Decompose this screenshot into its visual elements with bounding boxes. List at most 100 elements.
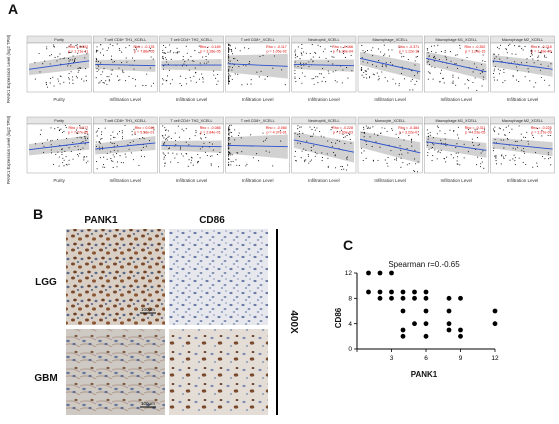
scatter-point	[438, 59, 440, 61]
scatter-point	[76, 44, 78, 46]
scatter-point	[174, 157, 176, 159]
scatter-point	[377, 134, 379, 136]
scatter-point	[414, 60, 416, 62]
scatter-point	[296, 56, 298, 58]
scatter-point	[234, 58, 236, 60]
scatter-point	[361, 131, 363, 133]
scatter-point	[139, 137, 141, 140]
scatter-point	[79, 67, 81, 69]
scatter-point	[456, 67, 459, 69]
scatter-point	[471, 138, 473, 140]
scatter-point	[79, 46, 81, 48]
scatter-point	[191, 159, 193, 161]
x-tick-label: 9	[459, 355, 463, 362]
scatter-point	[414, 64, 416, 66]
scatter-point	[195, 131, 197, 133]
scatter-point	[512, 147, 514, 149]
scatter-point	[430, 50, 433, 52]
scatter-point	[385, 66, 387, 68]
regression-line	[293, 63, 355, 67]
scatter-point	[228, 74, 230, 76]
scatter-point	[456, 54, 458, 56]
scatter-point	[435, 51, 437, 53]
scatter-point	[341, 129, 343, 131]
scatter-point	[162, 83, 164, 85]
scatter-point	[112, 45, 114, 47]
scatter-point	[395, 83, 397, 85]
scatter-point	[68, 58, 70, 60]
scatter-point	[205, 55, 207, 58]
scatter-point	[547, 50, 549, 52]
subplot-xlabel: Infiltration Level	[507, 97, 539, 102]
scatter-point	[125, 156, 127, 158]
scatter-point	[331, 126, 333, 128]
data-point	[400, 308, 406, 314]
scatter-point	[145, 145, 147, 147]
scatter-point	[331, 142, 333, 144]
scatter-point	[65, 163, 67, 166]
confidence-band	[227, 53, 288, 79]
scatter-point	[70, 51, 72, 53]
scatter-point	[75, 75, 77, 77]
scatter-point	[170, 137, 172, 139]
scatter-point	[262, 55, 264, 57]
scatter-point	[385, 64, 387, 66]
scatter-point	[384, 159, 386, 161]
data-point	[492, 308, 498, 314]
scatter-point	[84, 50, 86, 53]
scalebar-label-gbm: 100µm	[141, 401, 155, 406]
scatter-point	[49, 82, 51, 84]
x-tick-label: 12	[491, 355, 499, 362]
scatter-point	[493, 76, 495, 78]
scatter-point	[445, 57, 447, 59]
scatter-point	[118, 48, 120, 50]
scatter-point	[394, 159, 396, 161]
scatter-point	[532, 58, 534, 60]
scatter-point	[311, 135, 313, 138]
scatter-point	[427, 60, 429, 62]
scatter-point	[234, 47, 236, 49]
scatter-point	[540, 76, 542, 78]
regression-line	[95, 142, 156, 150]
confidence-band	[293, 132, 354, 163]
scatter-point	[64, 150, 66, 152]
scatter-point	[520, 62, 522, 64]
scatter-point	[203, 133, 206, 135]
scatter-point	[250, 83, 252, 85]
scatter-point	[85, 130, 87, 132]
scatter-point	[294, 49, 296, 51]
regression-line	[426, 141, 487, 151]
scatter-point	[80, 149, 82, 151]
scatter-point	[427, 135, 429, 137]
scatter-point	[361, 152, 363, 154]
scatter-point	[482, 60, 484, 62]
scatter-point	[332, 63, 334, 65]
figure-c-scatter: Spearman r=0.-0.65 PANK1 CD86 3 6 9 12 0 4 8 12	[334, 260, 499, 379]
scatter-point	[443, 158, 445, 160]
scatter-point	[294, 69, 296, 71]
scatter-point	[482, 54, 484, 56]
scatter-point	[499, 128, 501, 130]
scatter-point	[529, 55, 531, 57]
scatter-point	[449, 51, 452, 53]
scatter-point	[138, 164, 140, 166]
scatter-point	[498, 73, 501, 75]
scatter-point	[95, 146, 97, 148]
scatter-point	[363, 128, 365, 130]
scatter-point	[313, 83, 315, 85]
scatter-point	[416, 80, 418, 82]
scatter-point	[231, 78, 233, 80]
scatter-point	[104, 166, 106, 168]
ihc-col-label-pank1: PANK1	[84, 215, 118, 226]
scatter-point	[433, 45, 435, 47]
scatter-point	[180, 153, 183, 155]
scatter-point	[301, 47, 303, 49]
scatter-point	[548, 158, 550, 160]
scatter-point	[184, 61, 186, 63]
scatter-point	[311, 44, 313, 46]
scatter-point	[70, 71, 72, 73]
scatter-point	[96, 49, 98, 51]
scatter-point	[34, 62, 36, 64]
scatter-point	[367, 68, 369, 70]
scatter-point	[69, 51, 71, 54]
